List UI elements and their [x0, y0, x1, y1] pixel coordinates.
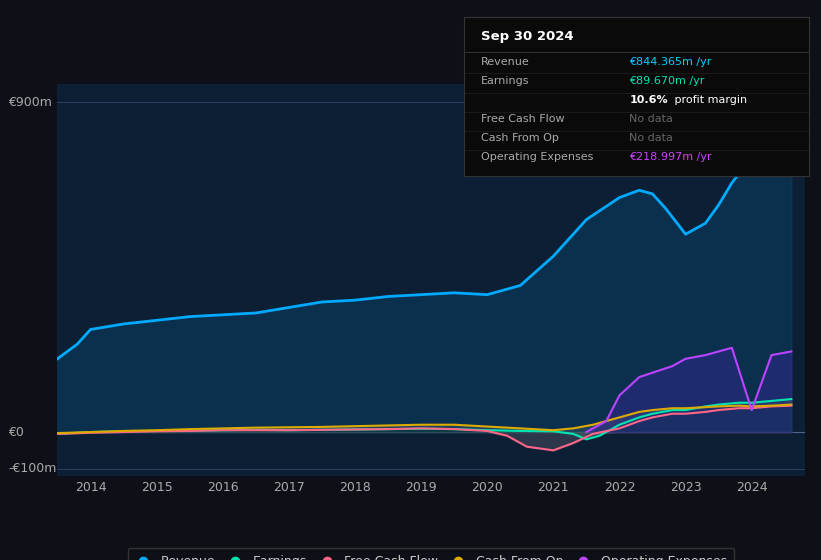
Text: €218.997m /yr: €218.997m /yr [630, 152, 712, 162]
Text: Sep 30 2024: Sep 30 2024 [481, 30, 574, 43]
Text: -€100m: -€100m [8, 462, 57, 475]
Text: Cash From Op: Cash From Op [481, 133, 559, 143]
Text: €0: €0 [8, 426, 24, 438]
Text: profit margin: profit margin [671, 95, 747, 105]
Text: Revenue: Revenue [481, 57, 530, 67]
Text: Free Cash Flow: Free Cash Flow [481, 114, 565, 124]
Text: Operating Expenses: Operating Expenses [481, 152, 594, 162]
Text: €89.670m /yr: €89.670m /yr [630, 76, 704, 86]
Text: No data: No data [630, 133, 673, 143]
Text: No data: No data [630, 114, 673, 124]
Text: Earnings: Earnings [481, 76, 530, 86]
Legend: Revenue, Earnings, Free Cash Flow, Cash From Op, Operating Expenses: Revenue, Earnings, Free Cash Flow, Cash … [128, 548, 734, 560]
Text: €844.365m /yr: €844.365m /yr [630, 57, 712, 67]
Text: 10.6%: 10.6% [630, 95, 668, 105]
Text: €900m: €900m [8, 96, 52, 109]
